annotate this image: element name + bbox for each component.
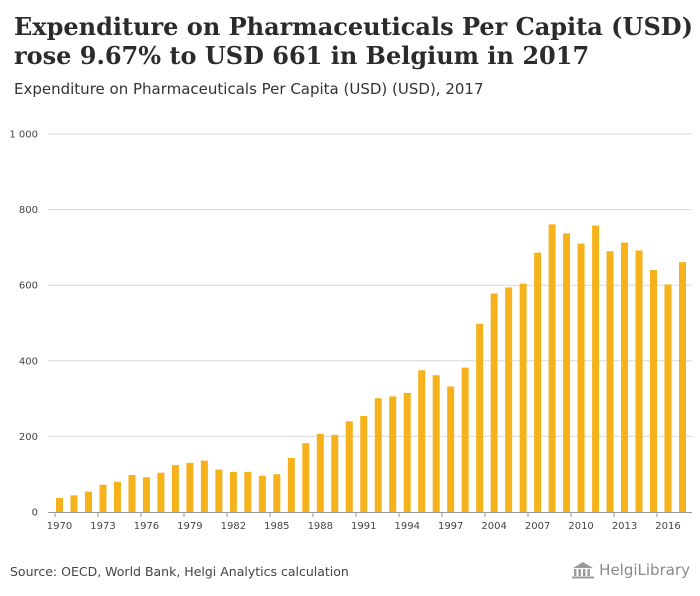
x-tick-label: 1979 (177, 521, 202, 532)
y-tick-label: 600 (19, 281, 38, 292)
x-tick-label: 1970 (47, 521, 72, 532)
bar[interactable] (84, 491, 92, 512)
bar[interactable] (418, 370, 426, 512)
x-tick-label: 2013 (612, 521, 637, 532)
x-tick-label: 2010 (568, 521, 593, 532)
bar[interactable] (374, 398, 382, 512)
x-tick-label: 1973 (90, 521, 115, 532)
bar[interactable] (171, 465, 179, 512)
bar[interactable] (577, 243, 585, 512)
chart-subtitle: Expenditure on Pharmaceuticals Per Capit… (14, 80, 484, 98)
bar[interactable] (244, 471, 252, 512)
logo-text: HelgiLibrary (599, 561, 690, 579)
bar[interactable] (142, 477, 150, 512)
bar[interactable] (360, 415, 368, 512)
bar[interactable] (229, 471, 237, 512)
bar[interactable] (432, 375, 440, 512)
bar[interactable] (273, 474, 281, 512)
bar[interactable] (70, 495, 78, 512)
bar[interactable] (548, 224, 556, 513)
bar[interactable] (635, 250, 643, 512)
y-tick-label: 1 000 (9, 130, 38, 141)
bar[interactable] (157, 472, 165, 512)
x-tick-label: 2016 (655, 521, 680, 532)
bar[interactable] (403, 392, 411, 512)
bar[interactable] (316, 433, 324, 512)
y-tick-label: 800 (19, 205, 38, 216)
library-building-icon (572, 562, 595, 579)
bar[interactable] (258, 475, 266, 512)
x-tick-label: 1976 (134, 521, 159, 532)
bar[interactable] (128, 474, 136, 512)
bar[interactable] (302, 443, 310, 512)
y-axis-ticks: 0 200 400 600 800 1 000 (9, 130, 38, 519)
bar[interactable] (331, 434, 339, 512)
x-tick-label: 1997 (438, 521, 463, 532)
bar[interactable] (563, 233, 571, 512)
bar[interactable] (592, 225, 600, 512)
x-tick-label: 1994 (394, 521, 419, 532)
bar[interactable] (215, 469, 223, 512)
bar[interactable] (606, 251, 614, 512)
bar[interactable] (534, 252, 542, 512)
x-tick-label: 2004 (481, 521, 506, 532)
x-tick-label: 1988 (308, 521, 333, 532)
bar[interactable] (447, 386, 455, 512)
bar[interactable] (505, 287, 513, 512)
bar[interactable] (621, 242, 629, 512)
x-tick-label: 1991 (351, 521, 376, 532)
bar[interactable] (113, 481, 121, 512)
bar[interactable] (56, 498, 63, 512)
source-note: Source: OECD, World Bank, Helgi Analytic… (10, 564, 349, 579)
bar[interactable] (287, 457, 295, 512)
gridlines (48, 133, 692, 437)
chart-title: Expenditure on Pharmaceuticals Per Capit… (14, 12, 693, 70)
bar[interactable] (389, 396, 397, 512)
bar[interactable] (679, 262, 686, 512)
bar[interactable] (200, 460, 208, 512)
x-axis: 1970 1973 1976 1979 1982 1985 1988 1991 1994 1997… (47, 512, 692, 532)
bar[interactable] (664, 284, 672, 512)
bar[interactable] (99, 484, 107, 512)
x-tick-label: 2007 (525, 521, 550, 532)
bar[interactable] (490, 293, 498, 512)
bar[interactable] (345, 421, 353, 512)
x-tick-label: 1985 (264, 521, 289, 532)
bar[interactable] (461, 367, 469, 512)
bar[interactable] (186, 462, 194, 512)
x-tick-label: 1982 (221, 521, 246, 532)
bar[interactable] (476, 323, 484, 512)
y-tick-label: 400 (19, 356, 38, 367)
y-tick-label: 200 (19, 432, 38, 443)
bar[interactable] (519, 283, 527, 512)
y-tick-label: 0 (32, 508, 38, 519)
helgi-library-logo[interactable]: HelgiLibrary (571, 561, 690, 579)
bars (56, 224, 686, 513)
bar[interactable] (650, 270, 658, 512)
